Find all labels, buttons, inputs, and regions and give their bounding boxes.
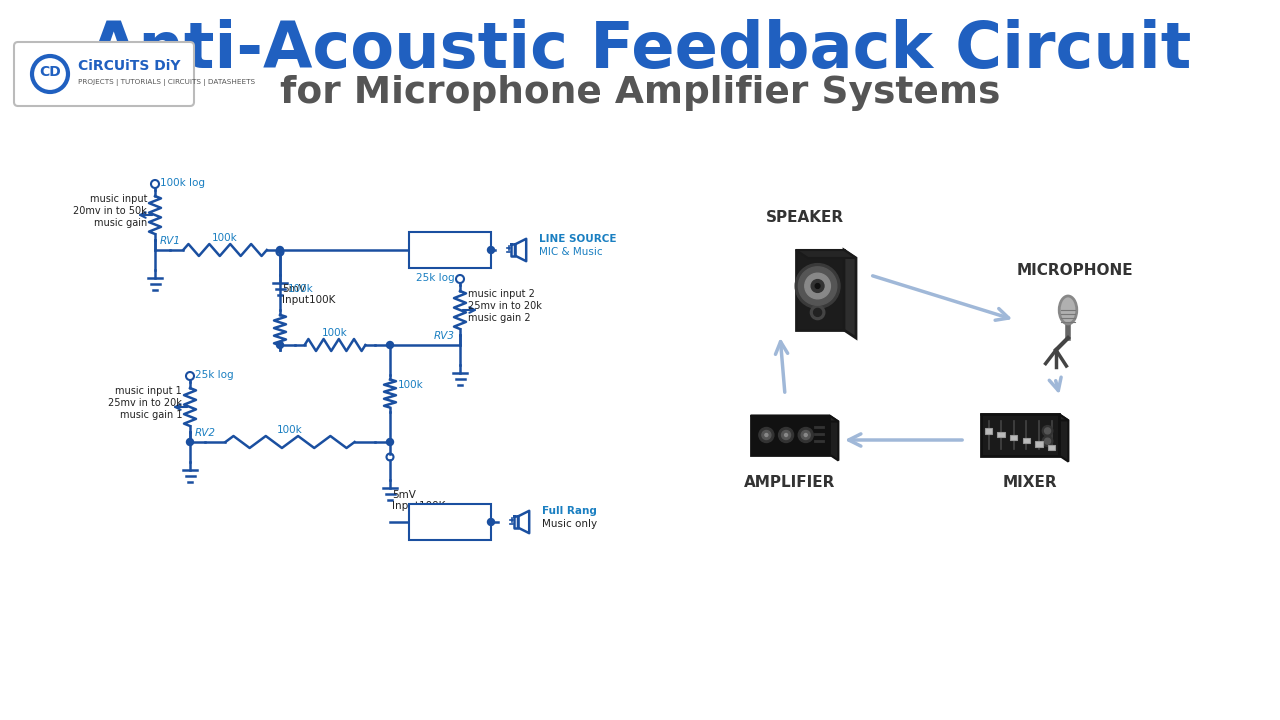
Text: 100k: 100k bbox=[212, 233, 238, 243]
Text: power amp B: power amp B bbox=[416, 238, 485, 248]
FancyBboxPatch shape bbox=[984, 428, 992, 433]
Circle shape bbox=[778, 428, 794, 443]
FancyBboxPatch shape bbox=[997, 431, 1005, 437]
Circle shape bbox=[187, 438, 193, 446]
Circle shape bbox=[804, 433, 808, 436]
Polygon shape bbox=[1060, 415, 1069, 462]
Circle shape bbox=[1044, 428, 1051, 434]
Text: Anti-Acoustic Feedback Circuit: Anti-Acoustic Feedback Circuit bbox=[88, 19, 1192, 81]
Circle shape bbox=[795, 264, 840, 308]
Text: CiRCUiTS DiY: CiRCUiTS DiY bbox=[78, 59, 180, 73]
Circle shape bbox=[276, 246, 283, 253]
Polygon shape bbox=[511, 244, 515, 256]
Circle shape bbox=[815, 284, 820, 289]
Circle shape bbox=[785, 433, 787, 436]
Circle shape bbox=[810, 305, 824, 320]
Text: Full Rang: Full Rang bbox=[541, 506, 596, 516]
Text: 100k log: 100k log bbox=[160, 178, 205, 188]
Circle shape bbox=[387, 341, 393, 348]
Text: music input
20mv in to 50k
music gain: music input 20mv in to 50k music gain bbox=[73, 194, 147, 228]
Circle shape bbox=[799, 428, 813, 443]
Circle shape bbox=[765, 433, 768, 436]
Circle shape bbox=[387, 438, 393, 446]
Text: SPEAKER: SPEAKER bbox=[765, 210, 844, 225]
Circle shape bbox=[805, 273, 831, 299]
Text: music input 2
25mv in to 20k
music gain 2: music input 2 25mv in to 20k music gain … bbox=[468, 289, 541, 323]
Circle shape bbox=[1044, 438, 1051, 444]
FancyBboxPatch shape bbox=[1023, 438, 1030, 444]
Text: PROJECTS | TUTORIALS | CIRCUITS | DATASHEETS: PROJECTS | TUTORIALS | CIRCUITS | DATASH… bbox=[78, 78, 255, 86]
FancyBboxPatch shape bbox=[796, 250, 844, 330]
Text: With Control: With Control bbox=[417, 524, 483, 534]
Text: 5mV: 5mV bbox=[282, 284, 306, 294]
Text: 5mV: 5mV bbox=[392, 490, 416, 500]
Circle shape bbox=[1042, 436, 1053, 446]
Text: AMPLIFIER: AMPLIFIER bbox=[744, 475, 836, 490]
Text: 100k: 100k bbox=[288, 284, 314, 294]
Text: RV3: RV3 bbox=[434, 331, 454, 341]
Text: 25k log: 25k log bbox=[195, 370, 234, 380]
Circle shape bbox=[488, 518, 494, 526]
Polygon shape bbox=[844, 250, 856, 338]
Text: 100k: 100k bbox=[398, 380, 424, 390]
Text: Input100K: Input100K bbox=[392, 501, 445, 511]
Text: Input100K: Input100K bbox=[282, 295, 335, 305]
Text: 100k: 100k bbox=[323, 328, 348, 338]
Circle shape bbox=[814, 308, 822, 316]
Text: for Microphone Amplifier Systems: for Microphone Amplifier Systems bbox=[280, 75, 1000, 111]
FancyBboxPatch shape bbox=[1010, 435, 1018, 440]
FancyBboxPatch shape bbox=[750, 415, 829, 454]
Text: music input 1
25mv in to 20k
music gain 1: music input 1 25mv in to 20k music gain … bbox=[108, 387, 182, 420]
Text: Music only: Music only bbox=[541, 519, 598, 529]
Circle shape bbox=[488, 246, 494, 253]
Text: MIXER: MIXER bbox=[1002, 475, 1057, 490]
Text: With Control: With Control bbox=[417, 252, 483, 262]
Circle shape bbox=[762, 431, 771, 439]
Circle shape bbox=[801, 431, 810, 439]
FancyBboxPatch shape bbox=[1036, 441, 1043, 446]
Text: RV2: RV2 bbox=[195, 428, 216, 438]
Circle shape bbox=[759, 428, 774, 443]
Text: LINE SOURCE: LINE SOURCE bbox=[539, 234, 617, 244]
Circle shape bbox=[276, 341, 283, 348]
Text: CD: CD bbox=[40, 65, 61, 79]
Polygon shape bbox=[796, 250, 856, 258]
Text: RV1: RV1 bbox=[160, 236, 180, 246]
Polygon shape bbox=[518, 510, 529, 534]
Ellipse shape bbox=[1060, 296, 1076, 324]
Text: MIC & Music: MIC & Music bbox=[539, 247, 603, 257]
FancyBboxPatch shape bbox=[980, 415, 1060, 456]
FancyBboxPatch shape bbox=[410, 504, 492, 540]
Text: MICROPHONE: MICROPHONE bbox=[1016, 263, 1133, 278]
FancyBboxPatch shape bbox=[1048, 445, 1055, 450]
Text: 25k log: 25k log bbox=[416, 273, 454, 283]
Circle shape bbox=[782, 431, 791, 439]
Text: power amp B: power amp B bbox=[416, 510, 485, 520]
FancyBboxPatch shape bbox=[14, 42, 195, 106]
Circle shape bbox=[1042, 426, 1053, 436]
Polygon shape bbox=[515, 239, 526, 261]
Polygon shape bbox=[515, 516, 518, 528]
Circle shape bbox=[812, 279, 824, 292]
Circle shape bbox=[799, 267, 837, 305]
FancyBboxPatch shape bbox=[410, 232, 492, 268]
Polygon shape bbox=[980, 415, 1069, 420]
Text: 100k: 100k bbox=[278, 425, 303, 435]
Polygon shape bbox=[829, 415, 838, 461]
Polygon shape bbox=[750, 415, 838, 421]
